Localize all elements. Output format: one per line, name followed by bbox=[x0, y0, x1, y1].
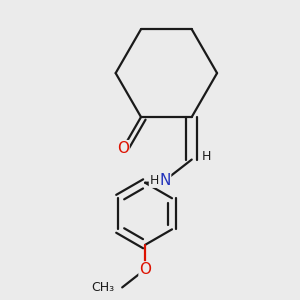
Text: O: O bbox=[117, 141, 129, 156]
Text: CH₃: CH₃ bbox=[91, 281, 114, 294]
Text: O: O bbox=[139, 262, 151, 277]
Text: H: H bbox=[149, 174, 159, 187]
Text: H: H bbox=[202, 150, 211, 164]
Text: N: N bbox=[159, 173, 171, 188]
